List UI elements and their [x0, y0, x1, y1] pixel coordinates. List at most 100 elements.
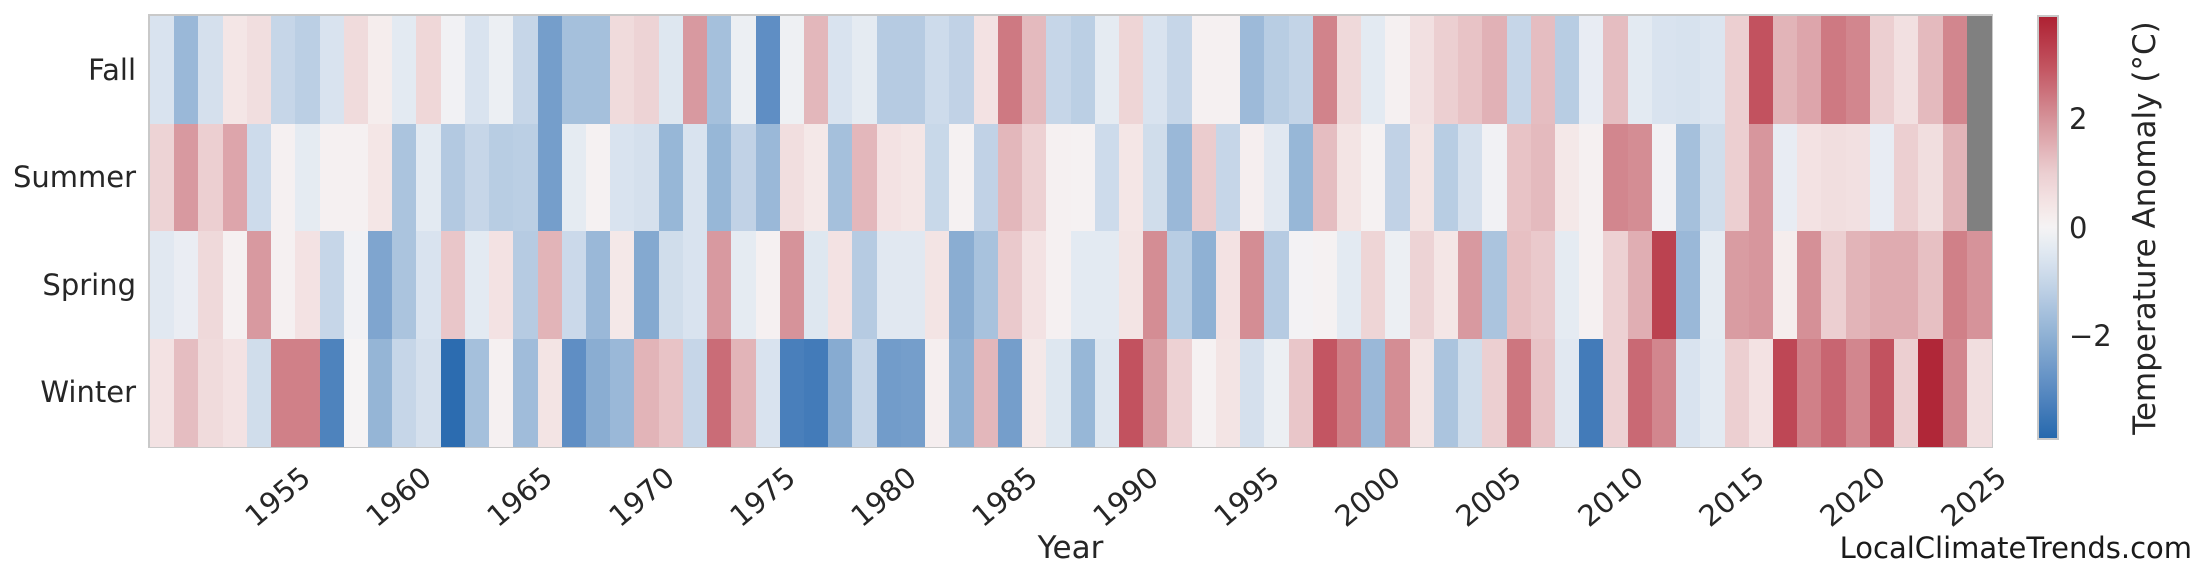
heatmap-cell [1869, 338, 1895, 447]
heatmap-cell [973, 231, 999, 340]
heatmap-cell [1724, 123, 1750, 232]
heatmap-cell [295, 16, 321, 125]
heatmap-cell [755, 16, 781, 125]
heatmap-cell [1506, 338, 1532, 447]
heatmap-cell [1748, 231, 1774, 340]
heatmap-cell [658, 123, 684, 232]
heatmap-cell [1264, 16, 1290, 125]
heatmap-cell [1627, 231, 1653, 340]
heatmap-cell [1579, 338, 1604, 447]
heatmap-cell [1918, 231, 1944, 340]
heatmap-cell [489, 16, 514, 125]
colorbar-tick-0: 0 [2069, 210, 2088, 245]
heatmap-cell [1433, 231, 1459, 340]
heatmap-cell [1627, 16, 1653, 125]
heatmap-cell [1797, 231, 1823, 340]
x-tick-1965: 1965 [480, 460, 560, 534]
heatmap-cell [1385, 338, 1411, 447]
heatmap-cell [561, 338, 587, 447]
heatmap-cell [1409, 123, 1435, 232]
heatmap-cell [1482, 338, 1508, 447]
heatmap-cell [150, 123, 175, 232]
heatmap-cell [1288, 338, 1314, 447]
heatmap-cell [440, 231, 466, 340]
heatmap-cell [1264, 338, 1290, 447]
heatmap-cell [319, 123, 345, 232]
heatmap-cell [1046, 338, 1072, 447]
heatmap-cell [1772, 338, 1798, 447]
heatmap-cell [1240, 123, 1265, 232]
heatmap-cell [1070, 123, 1096, 232]
heatmap-cell [246, 338, 272, 447]
heatmap-cell [464, 16, 490, 125]
heatmap-cell [1966, 231, 1992, 340]
heatmap-cell [198, 16, 224, 125]
heatmap-cell [997, 231, 1023, 340]
heatmap-cell [779, 123, 805, 232]
heatmap-cell [1143, 338, 1168, 447]
heatmap-cell [1046, 123, 1072, 232]
heatmap-cell [319, 338, 345, 447]
heatmap-cell [1821, 231, 1847, 340]
heatmap-cell [1046, 231, 1072, 340]
heatmap-cell [949, 16, 975, 125]
heatmap-cell [973, 338, 999, 447]
heatmap-cell [343, 338, 369, 447]
heatmap-cell [1070, 338, 1096, 447]
heatmap-cell [658, 338, 684, 447]
heatmap-cell [1385, 231, 1411, 340]
heatmap-cell [1458, 123, 1483, 232]
heatmap-cell [1264, 123, 1290, 232]
heatmap-cell [1676, 338, 1701, 447]
heatmap-cell [246, 16, 272, 125]
heatmap-cell [1167, 123, 1193, 232]
heatmap-cell [1385, 123, 1411, 232]
heatmap-cell [610, 16, 636, 125]
heatmap-cell [1143, 231, 1168, 340]
x-tick-1975: 1975 [723, 460, 802, 534]
heatmap-cell [246, 231, 272, 340]
heatmap-cell [1215, 16, 1241, 125]
heatmap-cell [1554, 338, 1580, 447]
heatmap-cell [1143, 16, 1168, 125]
heatmap-cell [150, 16, 175, 125]
heatmap-cell [1361, 16, 1386, 125]
heatmap-cell [1894, 231, 1919, 340]
heatmap-cell [1918, 338, 1944, 447]
heatmap-cell [440, 16, 466, 125]
heatmap-cell [1579, 231, 1604, 340]
x-tick-2005: 2005 [1449, 460, 1529, 534]
heatmap-cell [1070, 231, 1096, 340]
heatmap-cell [828, 338, 854, 447]
heatmap-cell [1821, 123, 1847, 232]
heatmap-cell [1215, 231, 1241, 340]
heatmap-cell [1942, 123, 1968, 232]
heatmap-cell [1288, 231, 1314, 340]
heatmap-cell [343, 231, 369, 340]
heatmap-cell [1191, 16, 1217, 125]
heatmap-cell [1506, 16, 1532, 125]
heatmap-cell [852, 338, 878, 447]
heatmap-cell [1312, 231, 1338, 340]
heatmap-cell [876, 123, 902, 232]
x-tick-2010: 2010 [1570, 460, 1650, 534]
x-tick-2015: 2015 [1692, 460, 1771, 534]
heatmap-cell [682, 16, 708, 125]
heatmap-cell [1966, 123, 1992, 232]
heatmap-cell [319, 231, 345, 340]
heatmap-cell [1022, 231, 1047, 340]
heatmap-cell [1167, 338, 1193, 447]
heatmap-cell [828, 123, 854, 232]
heatmap-cell [1336, 123, 1362, 232]
x-tick-2000: 2000 [1328, 460, 1408, 534]
heatmap-cell [876, 16, 902, 125]
heatmap-cell [1869, 231, 1895, 340]
heatmap-cell [925, 338, 950, 447]
heatmap-cell [295, 338, 321, 447]
heatmap-cell [513, 16, 539, 125]
heatmap-cell [561, 231, 587, 340]
heatmap-cell [1530, 16, 1556, 125]
heatmap-cell [1676, 16, 1701, 125]
x-tick-2020: 2020 [1813, 460, 1892, 534]
x-axis-title: Year [1037, 530, 1104, 566]
